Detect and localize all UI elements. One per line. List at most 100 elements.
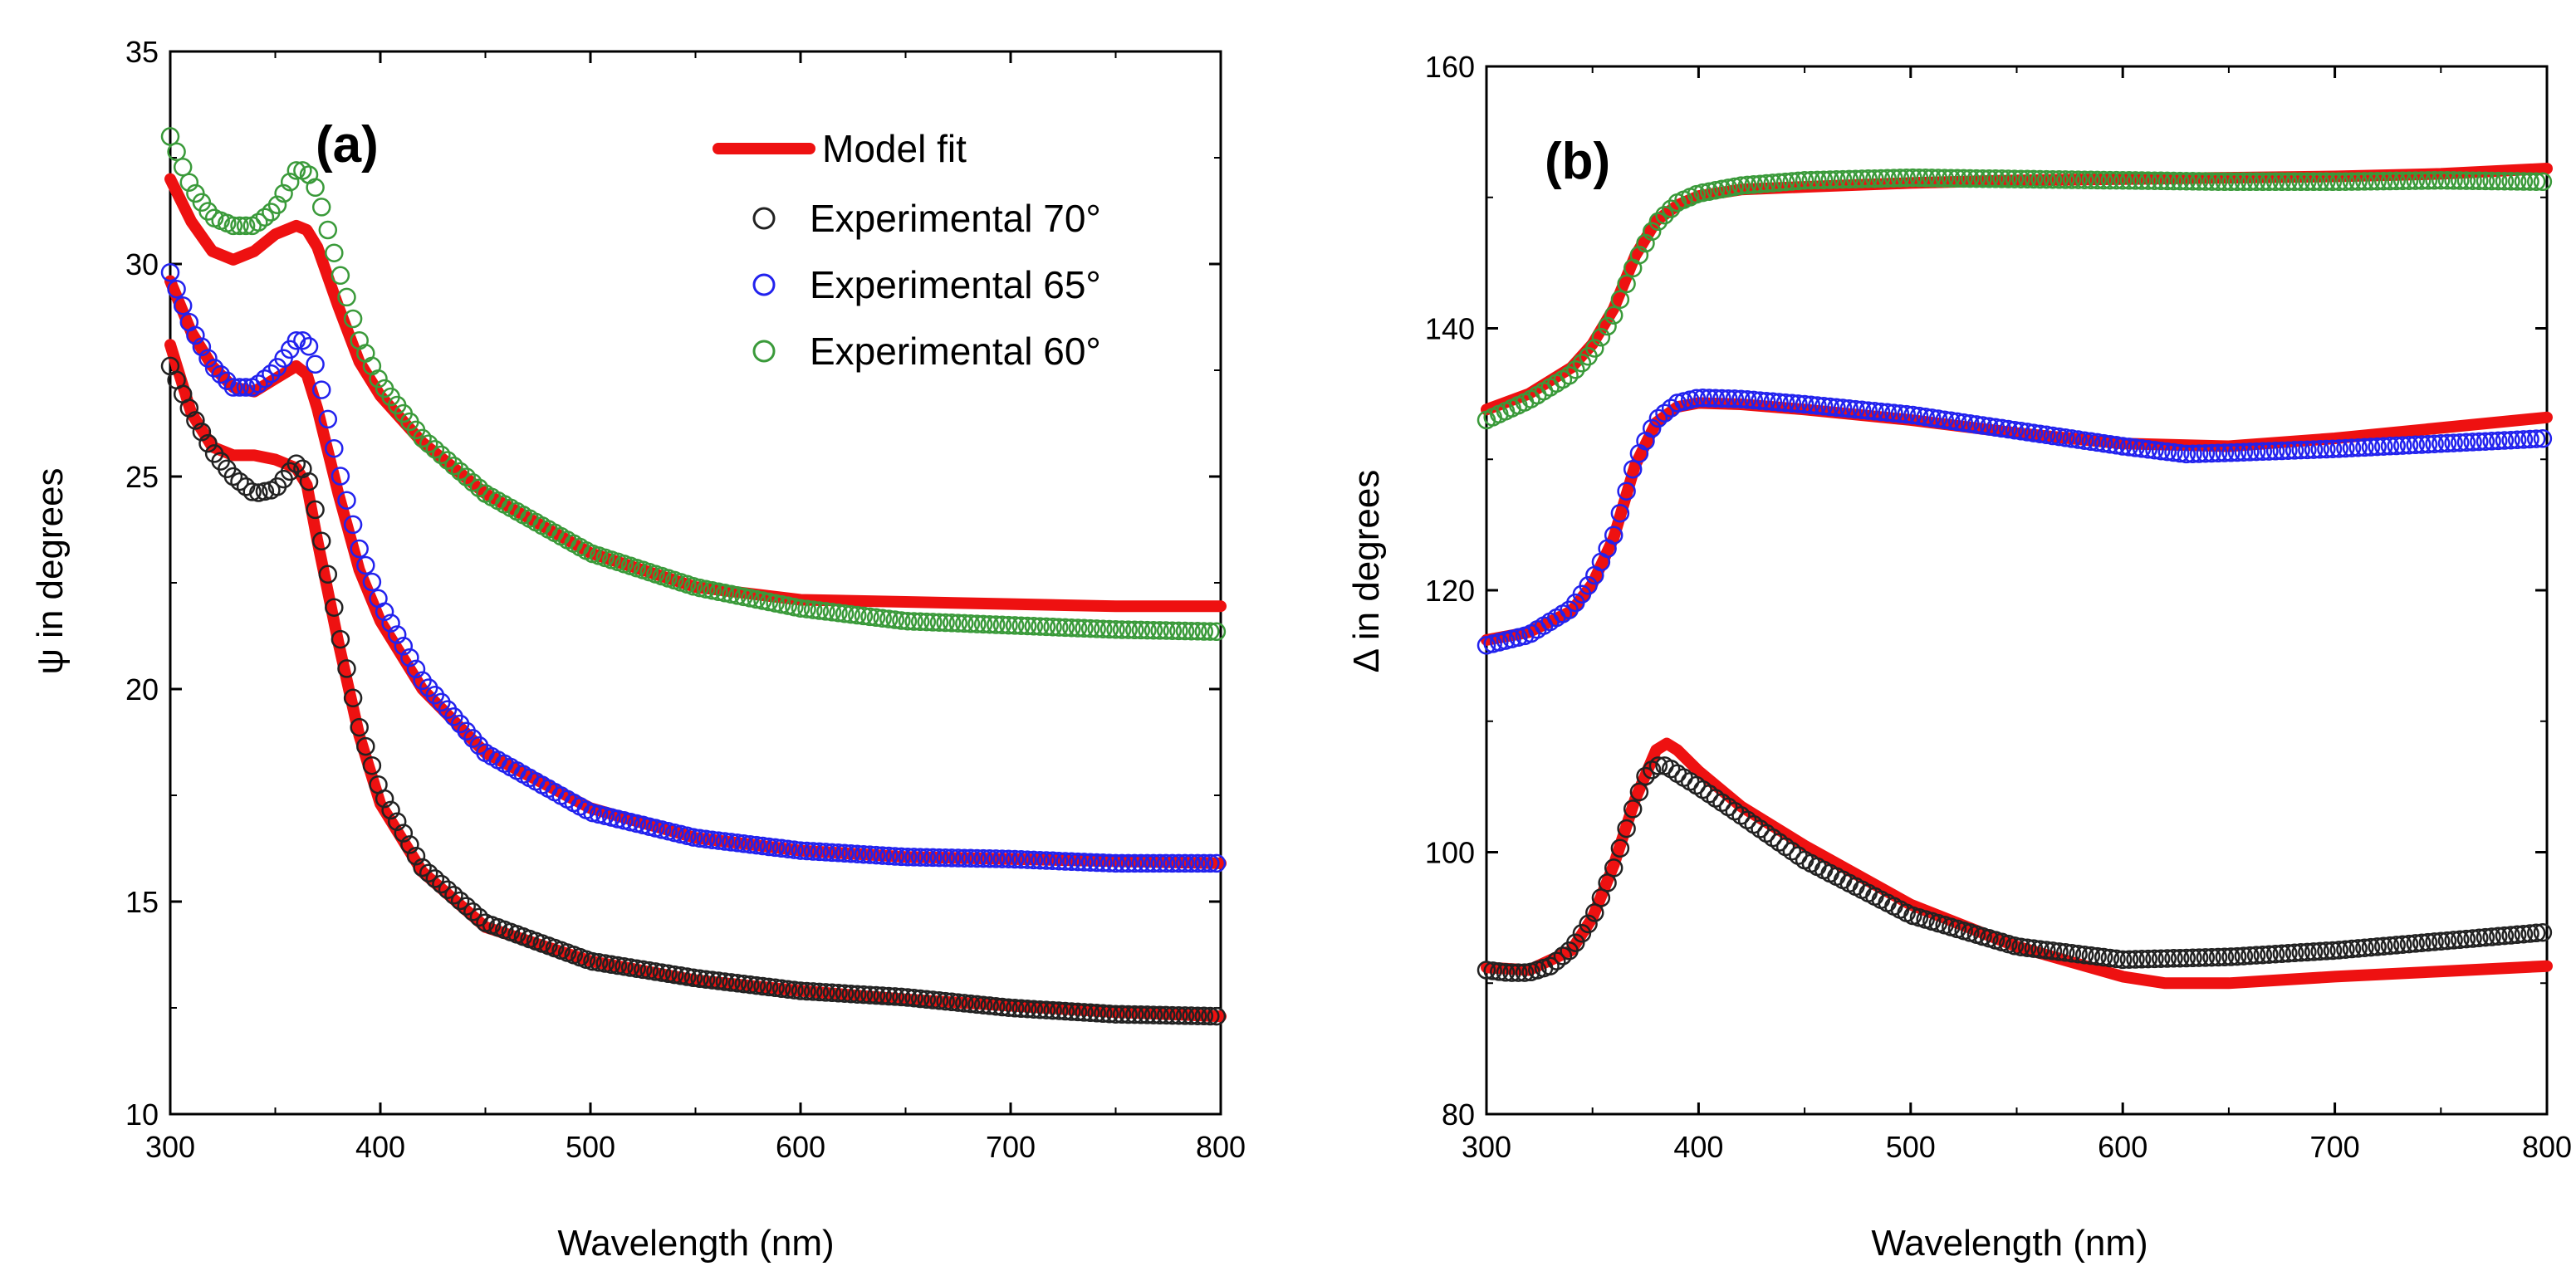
data-point-a-experimental-70: [1201, 1006, 1220, 1026]
panel-label-a: (a): [316, 116, 379, 174]
data-point-a-experimental-60: [160, 127, 180, 146]
data-point-a-experimental-60: [771, 594, 791, 614]
data-point-a-experimental-70: [771, 979, 791, 999]
data-point-b-experimental-60: [1699, 182, 1719, 201]
data-point-a-experimental-70: [715, 972, 735, 991]
data-point-a-experimental-65: [948, 848, 968, 868]
data-point-a-experimental-65: [885, 847, 905, 866]
data-point-b-experimental-60: [2037, 169, 2056, 189]
data-point-b-experimental-70: [1509, 963, 1528, 982]
data-point-b-experimental-60: [2030, 169, 2050, 189]
data-point-b-experimental-70: [2482, 927, 2501, 946]
data-point-a-experimental-60: [425, 439, 445, 459]
data-point-a-experimental-70: [444, 886, 463, 905]
data-point-b-experimental-65: [2018, 423, 2037, 442]
data-point-b-experimental-65: [2476, 432, 2495, 451]
y-axis-title-b: Δ in degrees: [1346, 470, 1387, 673]
data-point-a-experimental-60: [1024, 617, 1044, 636]
data-point-b-experimental-60: [2304, 172, 2324, 192]
data-point-a-experimental-70: [1017, 999, 1037, 1019]
data-point-a-experimental-60: [967, 614, 987, 633]
data-point-b-experimental-60: [1763, 174, 1783, 193]
data-point-b-experimental-65: [2291, 440, 2310, 460]
data-point-b-experimental-60: [2208, 172, 2228, 191]
data-point-a-experimental-65: [1011, 850, 1031, 869]
data-point-b-experimental-70: [2138, 949, 2158, 969]
series-points-a-experimental-70: [160, 356, 1227, 1026]
data-point-b-experimental-70: [2069, 944, 2088, 964]
data-point-b-experimental-65: [1617, 482, 1636, 501]
data-point-b-experimental-60: [1966, 169, 1986, 188]
data-point-b-experimental-60: [2329, 172, 2348, 192]
data-point-b-experimental-70: [2094, 947, 2113, 967]
data-point-a-experimental-65: [249, 374, 268, 394]
data-point-a-experimental-70: [331, 629, 350, 649]
data-point-b-experimental-65: [1986, 418, 2005, 438]
x-tick-label-b: 800: [2522, 1130, 2572, 1164]
data-point-b-experimental-70: [2183, 948, 2202, 968]
data-point-b-experimental-70: [2361, 937, 2381, 957]
data-point-a-experimental-70: [942, 992, 962, 1012]
data-point-b-experimental-65: [1865, 402, 1884, 421]
data-point-a-experimental-65: [230, 378, 249, 397]
data-point-b-experimental-60: [2164, 171, 2183, 191]
data-point-b-experimental-60: [1795, 170, 1814, 190]
data-point-b-experimental-60: [1852, 169, 1872, 188]
data-point-b-experimental-60: [2374, 171, 2393, 191]
data-point-b-experimental-65: [1763, 392, 1783, 412]
data-point-b-experimental-60: [1839, 169, 1859, 189]
data-point-b-experimental-70: [2030, 940, 2050, 959]
data-point-a-experimental-60: [1080, 618, 1100, 638]
data-point-b-experimental-65: [1744, 390, 1764, 410]
data-point-a-experimental-60: [703, 580, 722, 600]
data-point-a-experimental-60: [325, 243, 344, 262]
data-point-b-experimental-60: [2145, 171, 2164, 190]
data-point-a-experimental-65: [306, 354, 325, 374]
data-point-a-experimental-70: [1055, 1001, 1075, 1021]
data-point-a-experimental-70: [835, 984, 855, 1003]
data-point-a-experimental-65: [192, 337, 212, 357]
data-point-a-experimental-70: [999, 998, 1018, 1017]
legend-label-exp65: Experimental 65°: [810, 263, 1101, 306]
data-point-a-experimental-70: [961, 994, 981, 1014]
data-point-b-experimental-60: [1999, 169, 2018, 188]
data-point-a-experimental-60: [413, 428, 432, 448]
data-point-a-experimental-65: [343, 515, 363, 535]
series-line-b-model-fit-70: [1481, 737, 2553, 990]
data-point-b-experimental-70: [2241, 946, 2260, 966]
data-point-a-experimental-65: [211, 364, 230, 384]
data-point-b-experimental-60: [1928, 169, 1948, 188]
data-point-b-experimental-60: [2470, 171, 2489, 191]
data-point-b-experimental-65: [1859, 401, 1878, 420]
data-point-b-experimental-65: [1731, 389, 1751, 408]
data-point-b-experimental-65: [1789, 394, 1808, 413]
data-point-b-experimental-70: [2355, 938, 2374, 957]
data-point-b-experimental-60: [2425, 171, 2444, 190]
data-point-b-experimental-65: [1712, 389, 1731, 408]
data-point-b-experimental-60: [1782, 172, 1802, 191]
data-point-a-experimental-65: [696, 829, 716, 848]
data-point-b-experimental-70: [1572, 924, 1592, 943]
data-point-b-experimental-60: [2463, 171, 2482, 190]
data-point-a-experimental-60: [973, 614, 993, 634]
data-point-b-experimental-70: [2501, 926, 2520, 945]
data-point-b-experimental-70: [2145, 949, 2164, 969]
data-point-b-experimental-60: [1661, 199, 1681, 218]
data-point-b-experimental-65: [2470, 432, 2489, 452]
data-point-b-experimental-60: [2253, 172, 2273, 192]
data-point-a-experimental-70: [1068, 1002, 1088, 1022]
data-point-a-experimental-70: [1138, 1005, 1157, 1024]
data-point-a-experimental-70: [703, 970, 722, 990]
data-point-b-experimental-65: [2412, 435, 2432, 454]
data-point-a-experimental-65: [778, 839, 798, 858]
data-point-a-experimental-70: [198, 433, 218, 453]
data-point-b-experimental-60: [1617, 274, 1636, 294]
data-point-a-experimental-70: [690, 969, 709, 989]
data-point-b-experimental-65: [2317, 439, 2336, 459]
data-point-a-experimental-65: [709, 831, 728, 850]
data-point-b-experimental-65: [2279, 441, 2298, 460]
data-point-a-experimental-60: [463, 472, 482, 492]
data-point-a-experimental-65: [381, 614, 400, 633]
data-point-b-experimental-65: [2138, 440, 2158, 459]
data-point-a-experimental-70: [343, 688, 363, 708]
